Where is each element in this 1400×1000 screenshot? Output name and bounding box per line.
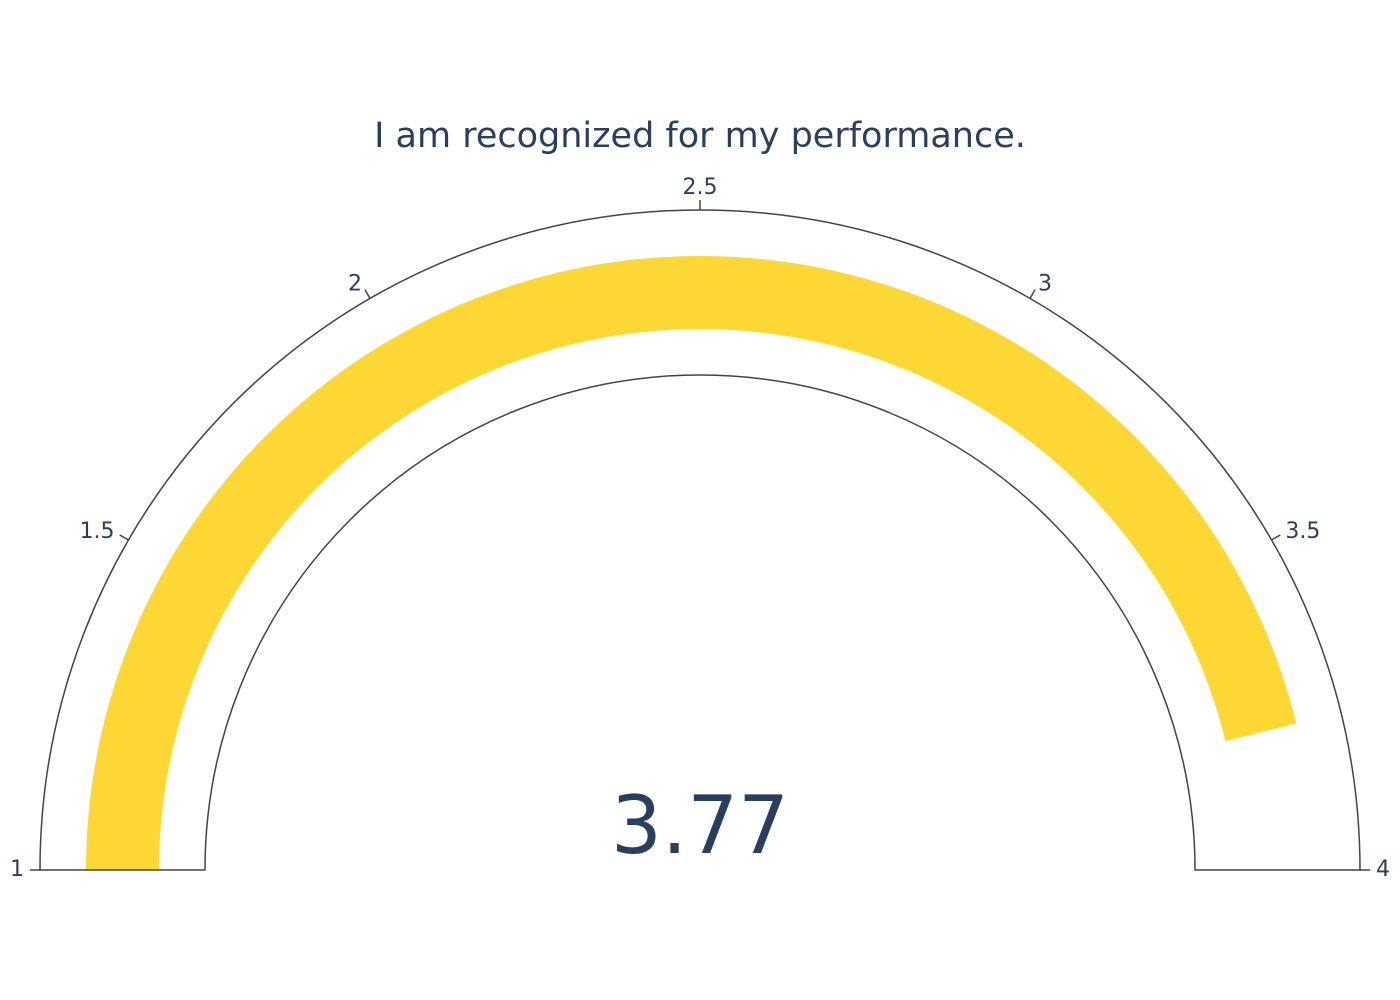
gauge-outline <box>39 209 1361 871</box>
gauge-tick <box>1271 534 1281 541</box>
gauge-tick-label: 1.5 <box>80 519 115 544</box>
gauge-tick-label: 1 <box>10 857 24 882</box>
gauge-tick-label: 2.5 <box>683 175 718 200</box>
gauge-title: I am recognized for my performance. <box>374 116 1026 156</box>
gauge-value-bar <box>86 255 1297 870</box>
gauge-tick-label: 4 <box>1376 857 1390 882</box>
gauge-tick <box>1029 289 1036 299</box>
gauge-tick-label: 3 <box>1038 272 1052 297</box>
gauge-tick-label: 2 <box>348 272 362 297</box>
gauge-tick <box>119 534 129 541</box>
gauge-tick-label: 3.5 <box>1285 519 1320 544</box>
gauge-number: 3.77 <box>611 779 789 872</box>
gauge-tick <box>364 289 371 299</box>
gauge-axis: 1 1.5 2 2.5 3 3.5 4 <box>10 175 1390 882</box>
